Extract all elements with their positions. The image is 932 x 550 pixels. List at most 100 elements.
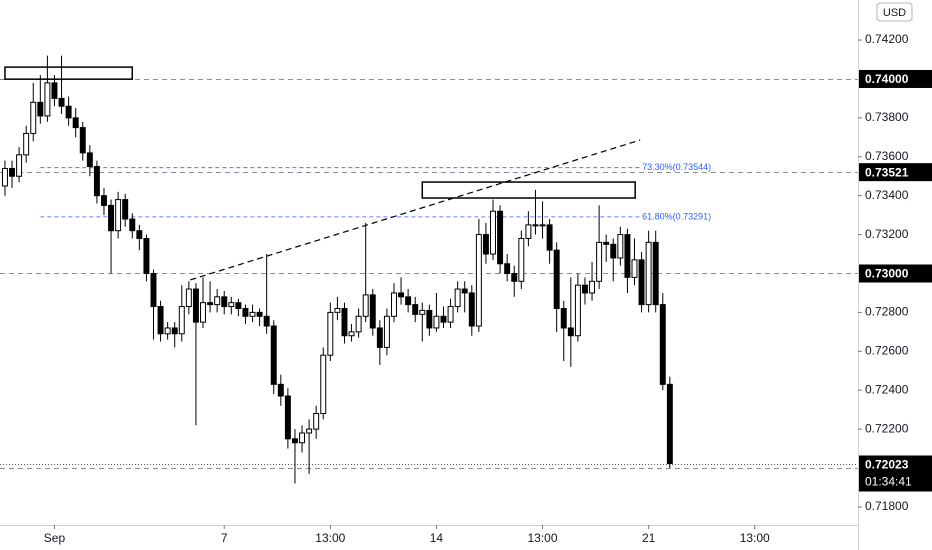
candle-body — [249, 311, 256, 317]
candle-body — [645, 241, 652, 306]
y-tick-label: 0.72400 — [865, 382, 909, 396]
candle-body — [129, 218, 136, 232]
candle-body — [235, 302, 242, 310]
candle-body — [16, 154, 23, 177]
x-tick-label: 13:00 — [528, 531, 558, 545]
candle-body — [9, 167, 16, 177]
candle-body — [426, 309, 433, 329]
candle-body — [355, 315, 362, 333]
candle-body — [631, 259, 638, 278]
x-tick-label: 13:00 — [315, 531, 345, 545]
candle-body — [242, 308, 249, 317]
candle-body — [320, 354, 327, 415]
candle-body — [482, 234, 489, 255]
candle-body — [461, 288, 468, 294]
level-price-label: 0.74000 — [865, 72, 909, 86]
candle-body — [412, 304, 419, 315]
candle-body — [51, 82, 58, 99]
candle-body — [581, 284, 588, 294]
candle-body — [228, 302, 235, 308]
candle-body — [101, 195, 107, 206]
candle-body — [398, 292, 405, 298]
zone-box — [421, 181, 636, 199]
y-tick-label: 0.72800 — [865, 305, 909, 319]
level-price-label: 0.73521 — [865, 165, 909, 179]
candle-body — [362, 294, 369, 317]
candle-body — [122, 199, 129, 220]
x-tick-label: 14 — [430, 531, 444, 545]
y-tick-label: 0.72200 — [865, 421, 909, 435]
y-tick-label: 0.72600 — [865, 343, 909, 357]
candle-body — [157, 306, 164, 335]
level-price-box — [859, 69, 932, 88]
candle-body — [567, 327, 574, 337]
candle-body — [263, 315, 270, 327]
y-tick-label: 0.73600 — [865, 149, 909, 163]
candle-body — [440, 315, 447, 323]
candle-body — [419, 309, 426, 315]
candle-body — [306, 428, 313, 434]
candle-body — [468, 292, 475, 327]
candle-body — [518, 237, 525, 282]
candle-body — [433, 315, 440, 329]
candle-body — [143, 237, 150, 274]
candle-body — [454, 288, 461, 308]
candle-body — [65, 105, 72, 119]
candle-body — [58, 97, 65, 107]
currency-badge — [876, 2, 913, 22]
candle-body — [490, 210, 496, 255]
candle-body — [256, 311, 263, 317]
candle-body — [539, 224, 546, 227]
current-price-box — [859, 455, 932, 492]
x-tick-label: 7 — [221, 531, 228, 545]
candle-body — [348, 331, 355, 337]
level-price-box — [859, 163, 932, 182]
countdown-label: 01:34:41 — [865, 475, 912, 489]
candle-body — [652, 241, 659, 306]
candle-body — [383, 315, 390, 348]
candle-body — [327, 311, 334, 356]
candle-body — [624, 234, 631, 278]
candle-body — [603, 241, 610, 245]
candle-body — [369, 294, 376, 329]
candle-body — [207, 302, 214, 306]
candle-body — [447, 306, 454, 323]
fib-label: 61.80%(0.73291) — [642, 211, 711, 221]
candle-body — [164, 327, 171, 335]
candle-body — [334, 308, 341, 313]
candle-body — [200, 302, 206, 323]
candle-body — [108, 204, 115, 232]
y-tick-label: 0.73200 — [865, 227, 909, 241]
candle-body — [221, 296, 228, 308]
candle-body — [405, 296, 412, 306]
y-tick-label: 0.74200 — [865, 32, 909, 46]
candle-body — [23, 132, 30, 156]
candle-body — [136, 230, 143, 239]
y-tick-label: 0.73400 — [865, 188, 909, 202]
candle-body — [553, 249, 560, 310]
candle-body — [511, 272, 518, 282]
candle-body — [391, 292, 397, 317]
candle-body — [504, 263, 511, 274]
candle-body — [150, 272, 157, 308]
candle-body — [79, 127, 86, 154]
candle-body — [299, 432, 306, 444]
candle-body — [659, 304, 666, 385]
candle-body — [546, 224, 553, 251]
y-tick-label: 0.71800 — [865, 499, 909, 513]
candle-body — [376, 327, 383, 348]
candle-body — [44, 82, 51, 117]
zone-box — [4, 66, 134, 80]
candle-body — [178, 306, 185, 335]
candle-body — [86, 152, 93, 168]
trendline — [190, 139, 641, 281]
candle-body — [115, 199, 122, 232]
x-tick-label: 13:00 — [740, 531, 770, 545]
y-tick-label: 0.73800 — [865, 110, 909, 124]
candle-body — [37, 101, 44, 117]
candle-body — [192, 288, 199, 323]
candle-body — [93, 166, 100, 197]
candle-body — [589, 280, 596, 294]
